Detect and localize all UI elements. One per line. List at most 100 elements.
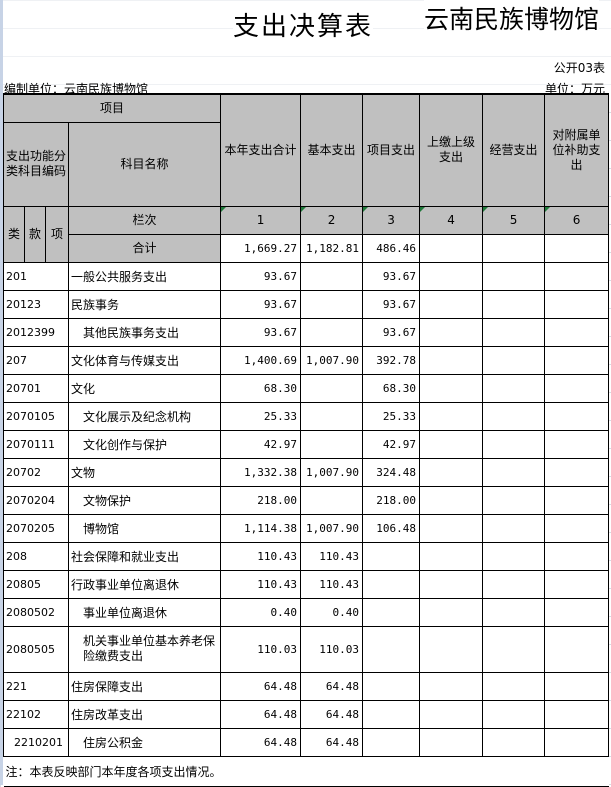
row-value <box>419 261 484 291</box>
row-value <box>300 429 364 459</box>
row-code: 2210201 <box>3 727 69 757</box>
col-num-5: 5 <box>482 205 546 235</box>
table-row: 201 一般公共服务支出 93.67 93.67 <box>3 261 610 291</box>
row-value: 392.78 <box>362 345 421 375</box>
header-lanci: 栏次 <box>67 205 222 235</box>
row-value <box>419 541 484 571</box>
row-name: 民族事务 <box>67 289 222 319</box>
row-code: 2070204 <box>3 485 69 515</box>
row-value: 110.43 <box>220 569 302 599</box>
row-value <box>419 401 484 431</box>
header-col-3: 项目支出 <box>362 93 421 207</box>
total-value: 1,669.27 <box>220 233 302 263</box>
row-value: 64.48 <box>300 727 364 757</box>
row-value: 1,400.69 <box>220 345 302 375</box>
row-value <box>419 373 484 403</box>
row-value: 1,114.38 <box>220 513 302 543</box>
header-code: 支出功能分类科目编码 <box>3 121 69 207</box>
col-num-2: 2 <box>300 205 364 235</box>
row-value <box>419 597 484 627</box>
row-code: 20805 <box>3 569 69 599</box>
currency-unit: 单位：万元 <box>544 82 605 96</box>
table-row: 2070205 博物馆 1,114.38 1,007.90 106.48 <box>3 513 610 543</box>
row-value <box>419 569 484 599</box>
row-value <box>482 513 546 543</box>
row-value <box>419 317 484 347</box>
row-value <box>544 671 610 701</box>
row-value: 42.97 <box>220 429 302 459</box>
row-value <box>482 401 546 431</box>
row-name: 社会保障和就业支出 <box>67 541 222 571</box>
row-name: 住房改革支出 <box>67 699 222 729</box>
expenditure-table: 项目 本年支出合计 基本支出 项目支出 上缴上级支出 经营支出 对附属单位补助支… <box>2 93 610 787</box>
row-value <box>419 485 484 515</box>
total-value <box>482 233 546 263</box>
row-value <box>482 727 546 757</box>
table-row: 20123 民族事务 93.67 93.67 <box>3 289 610 319</box>
row-name: 文物 <box>67 457 222 487</box>
table-note: 注：本表反映部门本年度各项支出情况。 <box>3 755 609 787</box>
row-value <box>544 727 610 757</box>
row-code: 20702 <box>3 457 69 487</box>
row-value <box>300 317 364 347</box>
table-row: 2070111 文化创作与保护 42.97 42.97 <box>3 429 610 459</box>
row-code: 2070111 <box>3 429 69 459</box>
row-value <box>419 457 484 487</box>
page-title: 支出决算表 <box>233 6 374 43</box>
form-number: 公开03表 <box>553 61 605 75</box>
row-value <box>362 671 421 701</box>
row-code: 2070205 <box>3 513 69 543</box>
total-value: 1,182.81 <box>300 233 364 263</box>
row-value <box>300 401 364 431</box>
row-value <box>544 373 610 403</box>
row-value: 93.67 <box>220 261 302 291</box>
row-code: 2070105 <box>3 401 69 431</box>
table-row: 20702 文物 1,332.38 1,007.90 324.48 <box>3 457 610 487</box>
table-row: 207 文化体育与传媒支出 1,400.69 1,007.90 392.78 <box>3 345 610 375</box>
row-value: 1,007.90 <box>300 513 364 543</box>
row-name: 文化展示及纪念机构 <box>67 401 222 431</box>
row-name: 一般公共服务支出 <box>67 261 222 291</box>
row-value <box>544 261 610 291</box>
col-num-6: 6 <box>544 205 610 235</box>
row-code: 2080502 <box>3 597 69 627</box>
table-row: 2070105 文化展示及纪念机构 25.33 25.33 <box>3 401 610 431</box>
col-num-3: 3 <box>362 205 421 235</box>
table-row: 2070204 文物保护 218.00 218.00 <box>3 485 610 515</box>
row-value <box>544 345 610 375</box>
row-value <box>482 485 546 515</box>
table-row: 208 社会保障和就业支出 110.43 110.43 <box>3 541 610 571</box>
total-value <box>419 233 484 263</box>
row-value <box>300 373 364 403</box>
row-value <box>544 457 610 487</box>
row-value <box>362 597 421 627</box>
row-name: 行政事业单位离退休 <box>67 569 222 599</box>
row-value <box>419 699 484 729</box>
header-col-1: 本年支出合计 <box>220 93 302 207</box>
row-name: 机关事业单位基本养老保险缴费支出 <box>67 625 222 673</box>
row-value <box>482 569 546 599</box>
row-value: 64.48 <box>300 699 364 729</box>
row-value: 1,332.38 <box>220 457 302 487</box>
row-value: 68.30 <box>362 373 421 403</box>
col-num-4: 4 <box>419 205 484 235</box>
table-row: 22102 住房改革支出 64.48 64.48 <box>3 699 610 729</box>
row-name: 文化体育与传媒支出 <box>67 345 222 375</box>
row-value: 218.00 <box>220 485 302 515</box>
row-value: 110.03 <box>220 625 302 673</box>
row-name: 事业单位离退休 <box>67 597 222 627</box>
row-value <box>482 457 546 487</box>
row-value: 110.43 <box>300 569 364 599</box>
row-value: 64.48 <box>220 727 302 757</box>
table-row: 2012399 其他民族事务支出 93.67 93.67 <box>3 317 610 347</box>
row-value <box>544 699 610 729</box>
total-value: 486.46 <box>362 233 421 263</box>
row-value: 42.97 <box>362 429 421 459</box>
row-value <box>544 485 610 515</box>
row-value <box>544 541 610 571</box>
row-value: 93.67 <box>220 317 302 347</box>
row-value: 25.33 <box>362 401 421 431</box>
row-value <box>544 429 610 459</box>
row-value <box>482 671 546 701</box>
row-value: 1,007.90 <box>300 345 364 375</box>
